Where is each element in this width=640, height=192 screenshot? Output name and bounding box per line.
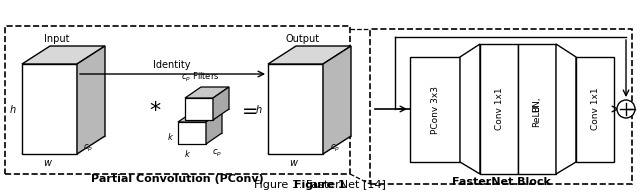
Text: BN,: BN, xyxy=(532,96,541,112)
Text: $c_p$: $c_p$ xyxy=(212,148,222,159)
Text: $h$: $h$ xyxy=(255,103,263,115)
Polygon shape xyxy=(323,46,351,154)
Polygon shape xyxy=(185,87,229,98)
Polygon shape xyxy=(268,46,351,64)
Text: $*$: $*$ xyxy=(148,99,161,119)
Text: Figure 1: Figure 1 xyxy=(294,180,346,190)
Polygon shape xyxy=(77,46,105,154)
Bar xyxy=(576,57,614,162)
Text: ReLU: ReLU xyxy=(532,105,541,127)
Text: Partial Convolution (PConv): Partial Convolution (PConv) xyxy=(91,174,264,184)
Text: $c_p$ Filters: $c_p$ Filters xyxy=(180,71,220,84)
Polygon shape xyxy=(206,111,222,144)
Text: $c_p$: $c_p$ xyxy=(83,143,93,154)
Polygon shape xyxy=(22,46,105,64)
Polygon shape xyxy=(178,111,222,122)
Text: Identity: Identity xyxy=(153,60,191,70)
Text: $c_p$: $c_p$ xyxy=(330,143,340,154)
Text: Conv 1x1: Conv 1x1 xyxy=(591,88,600,130)
Polygon shape xyxy=(460,44,480,174)
Bar xyxy=(370,29,632,184)
Bar xyxy=(410,57,460,162)
Text: $w$: $w$ xyxy=(289,158,299,168)
Polygon shape xyxy=(268,64,323,154)
Text: FasterNet Block: FasterNet Block xyxy=(452,177,550,187)
Text: Output: Output xyxy=(286,34,320,44)
Circle shape xyxy=(617,100,635,118)
Polygon shape xyxy=(213,87,229,120)
Text: $w$: $w$ xyxy=(43,158,53,168)
Polygon shape xyxy=(185,98,213,120)
Polygon shape xyxy=(178,122,206,144)
Text: Input: Input xyxy=(44,34,70,44)
Bar xyxy=(5,26,350,174)
Text: Figure 1. FasterNet [14]: Figure 1. FasterNet [14] xyxy=(254,180,386,190)
Text: PConv 3x3: PConv 3x3 xyxy=(431,86,440,134)
Polygon shape xyxy=(22,64,77,154)
Text: $k$: $k$ xyxy=(184,148,191,159)
Text: $h$: $h$ xyxy=(10,103,17,115)
Text: Conv 1x1: Conv 1x1 xyxy=(495,88,504,130)
Text: $=$: $=$ xyxy=(238,99,258,118)
Text: $k$: $k$ xyxy=(167,132,174,142)
Polygon shape xyxy=(556,44,576,174)
Bar xyxy=(518,44,556,174)
Bar xyxy=(480,44,518,174)
